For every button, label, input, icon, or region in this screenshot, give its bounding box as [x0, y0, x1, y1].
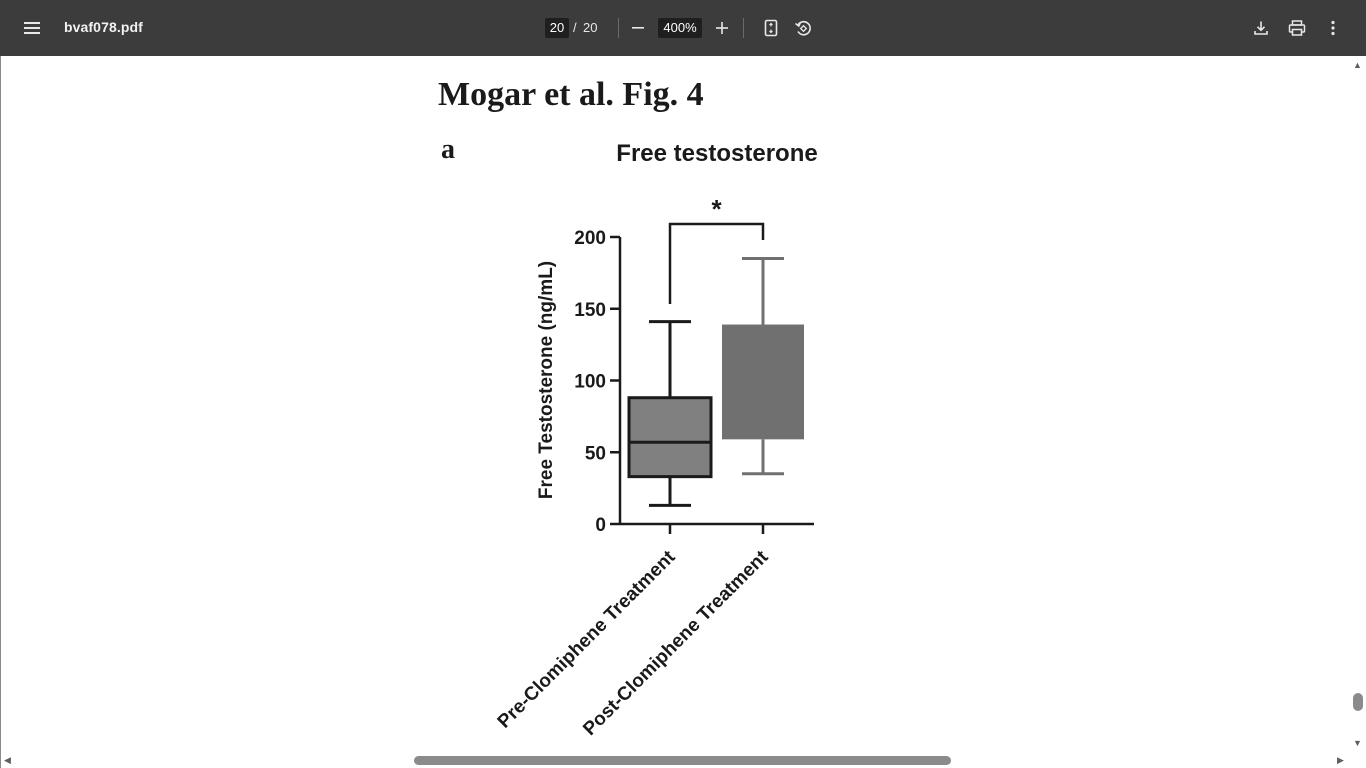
horizontal-scrollbar[interactable]: ◀ ▶ — [0, 752, 1366, 768]
page-separator: / — [573, 20, 577, 35]
plus-icon — [716, 22, 728, 34]
y-tick-label: 100 — [574, 372, 606, 393]
fit-to-page-button[interactable] — [755, 12, 787, 44]
toolbar-divider — [618, 18, 619, 38]
more-options-button[interactable] — [1317, 12, 1349, 44]
page-total: 20 — [583, 20, 598, 35]
x-tick-label: Pre-Clomiphene Treatment — [494, 546, 680, 732]
significance-marker: * — [711, 194, 722, 224]
box-iqr — [722, 324, 804, 440]
chart-title: Free testosterone — [616, 140, 817, 167]
download-button[interactable] — [1245, 12, 1277, 44]
significance-bracket — [668, 222, 765, 304]
box-iqr — [627, 396, 713, 479]
menu-icon — [24, 22, 40, 34]
print-button[interactable] — [1281, 12, 1313, 44]
fit-page-icon — [764, 19, 778, 37]
menu-button[interactable] — [16, 12, 48, 44]
more-vert-icon — [1331, 20, 1335, 36]
minus-icon — [632, 27, 644, 29]
y-tick-label: 200 — [574, 228, 606, 249]
scroll-right-arrow-icon[interactable]: ▶ — [1337, 755, 1344, 765]
print-icon — [1288, 20, 1306, 36]
pdf-toolbar: bvaf078.pdf 20 / 20 400% — [0, 0, 1366, 56]
y-tick-label: 150 — [574, 300, 606, 321]
zoom-out-button[interactable] — [622, 12, 654, 44]
vertical-scrollbar[interactable]: ▲ ▼ — [1350, 56, 1366, 752]
y-axis-label: Free Testosterone (ng/mL) — [536, 261, 557, 499]
toolbar-divider — [743, 18, 744, 38]
vertical-scroll-thumb[interactable] — [1353, 693, 1363, 711]
box-plot-chart: Free testosterone Free Testosterone (ng/… — [494, 140, 818, 740]
figure-heading: Mogar et al. Fig. 4 — [438, 76, 704, 113]
y-tick-label: 50 — [585, 443, 606, 464]
scroll-up-arrow-icon[interactable]: ▲ — [1353, 60, 1362, 70]
document-title: bvaf078.pdf — [64, 19, 143, 35]
rotate-button[interactable] — [787, 12, 819, 44]
zoom-input[interactable]: 400% — [658, 18, 702, 38]
document-viewport[interactable]: Mogar et al. Fig. 4 a Free testosterone … — [0, 56, 1366, 768]
rotate-icon — [795, 20, 811, 36]
page-number-input[interactable]: 20 — [545, 18, 569, 38]
panel-label: a — [441, 134, 455, 165]
zoom-in-button[interactable] — [706, 12, 738, 44]
y-tick-label: 0 — [595, 515, 606, 536]
download-icon — [1254, 21, 1268, 35]
scroll-down-arrow-icon[interactable]: ▼ — [1353, 738, 1362, 748]
scroll-left-arrow-icon[interactable]: ◀ — [4, 755, 11, 765]
x-tick-label: Post-Clomiphene Treatment — [579, 546, 773, 740]
horizontal-scroll-thumb[interactable] — [414, 756, 951, 765]
